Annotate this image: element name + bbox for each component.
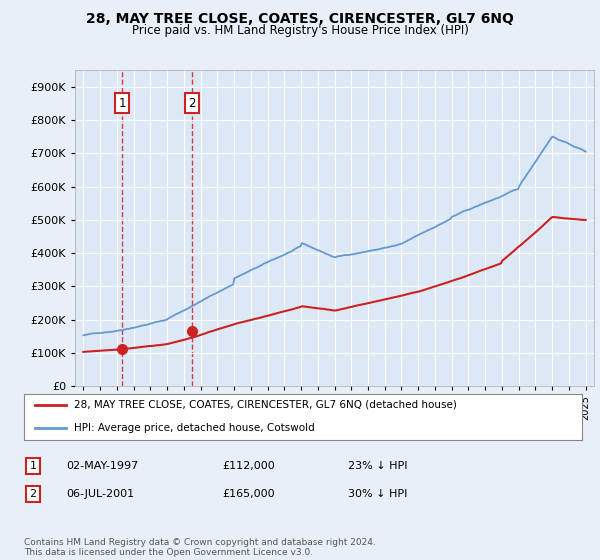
Text: £112,000: £112,000 bbox=[222, 461, 275, 471]
Text: HPI: Average price, detached house, Cotswold: HPI: Average price, detached house, Cots… bbox=[74, 423, 315, 433]
Text: 1: 1 bbox=[119, 97, 126, 110]
Text: 06-JUL-2001: 06-JUL-2001 bbox=[66, 489, 134, 499]
Text: 28, MAY TREE CLOSE, COATES, CIRENCESTER, GL7 6NQ (detached house): 28, MAY TREE CLOSE, COATES, CIRENCESTER,… bbox=[74, 400, 457, 410]
Text: 1: 1 bbox=[29, 461, 37, 471]
Text: 23% ↓ HPI: 23% ↓ HPI bbox=[348, 461, 407, 471]
Text: £165,000: £165,000 bbox=[222, 489, 275, 499]
Text: Contains HM Land Registry data © Crown copyright and database right 2024.
This d: Contains HM Land Registry data © Crown c… bbox=[24, 538, 376, 557]
Text: Price paid vs. HM Land Registry's House Price Index (HPI): Price paid vs. HM Land Registry's House … bbox=[131, 24, 469, 37]
Text: 2: 2 bbox=[29, 489, 37, 499]
Text: 2: 2 bbox=[188, 97, 196, 110]
Text: 28, MAY TREE CLOSE, COATES, CIRENCESTER, GL7 6NQ: 28, MAY TREE CLOSE, COATES, CIRENCESTER,… bbox=[86, 12, 514, 26]
Text: 30% ↓ HPI: 30% ↓ HPI bbox=[348, 489, 407, 499]
Text: 02-MAY-1997: 02-MAY-1997 bbox=[66, 461, 138, 471]
